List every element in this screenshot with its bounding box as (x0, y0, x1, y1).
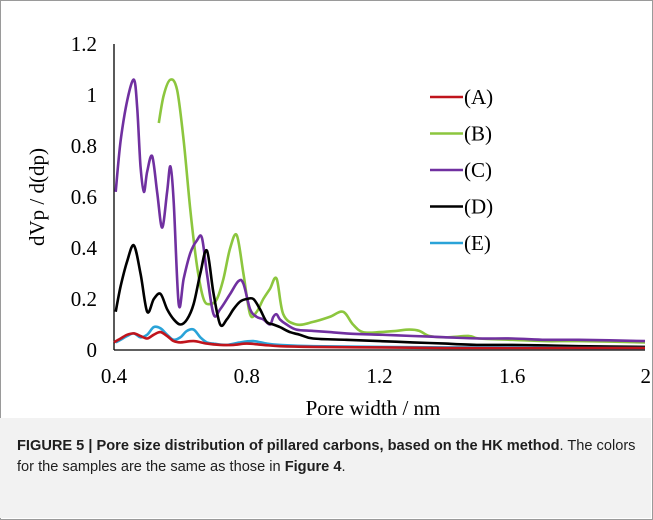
x-axis-title: Pore width / nm (306, 396, 441, 420)
y-tick-labels: 0 0.2 0.4 0.6 0.8 1 1.2 (71, 32, 98, 362)
y-tick-label: 1 (87, 83, 98, 107)
y-tick-label: 0.8 (71, 134, 97, 158)
legend-label-d: (D) (464, 195, 493, 219)
x-tick-label: 2 (641, 364, 652, 388)
y-tick-label: 0.6 (71, 185, 97, 209)
y-tick-label: 1.2 (71, 32, 97, 56)
x-tick-label: 0.4 (101, 364, 128, 388)
x-tick-label: 1.6 (499, 364, 525, 388)
caption-panel (0, 418, 651, 518)
caption-text: . The colors for the samples are the sam… (17, 438, 636, 475)
figure-caption: FIGURE 5 | Pore size distribution of pil… (17, 436, 642, 478)
legend-label-a: (A) (464, 85, 493, 109)
legend-label-c: (C) (464, 158, 492, 182)
caption-figure-ref: Figure 4 (284, 459, 342, 475)
series-line-d (114, 243, 646, 349)
x-tick-label: 0.8 (234, 364, 260, 388)
legend-label-b: (B) (464, 122, 492, 146)
x-tick-labels: 0.4 0.8 1.2 1.6 2 (101, 364, 651, 388)
y-tick-label: 0.2 (71, 287, 97, 311)
legend: (A) (B) (C) (D) (E) (430, 85, 493, 255)
series-line-c (114, 78, 646, 343)
series-lines (113, 78, 646, 350)
pore-size-chart: 0 0.2 0.4 0.6 0.8 1 1.2 0.4 0.8 1.2 1.6 2 (A) (B) (C… (25, 32, 651, 420)
y-axis-title: dVp / d(dp) (25, 148, 49, 246)
caption-label: FIGURE 5 | Pore size distribution of pil… (17, 438, 560, 454)
series-line-a (113, 330, 645, 350)
plot-area: 0 0.2 0.4 0.6 0.8 1 1.2 0.4 0.8 1.2 1.6 2 (A) (B) (C… (25, 32, 651, 420)
y-tick-label: 0.4 (71, 236, 98, 260)
y-tick-label: 0 (87, 338, 98, 362)
series-line-b (157, 78, 646, 344)
legend-label-e: (E) (464, 231, 491, 255)
caption-end: . (341, 459, 346, 475)
x-tick-label: 1.2 (366, 364, 392, 388)
